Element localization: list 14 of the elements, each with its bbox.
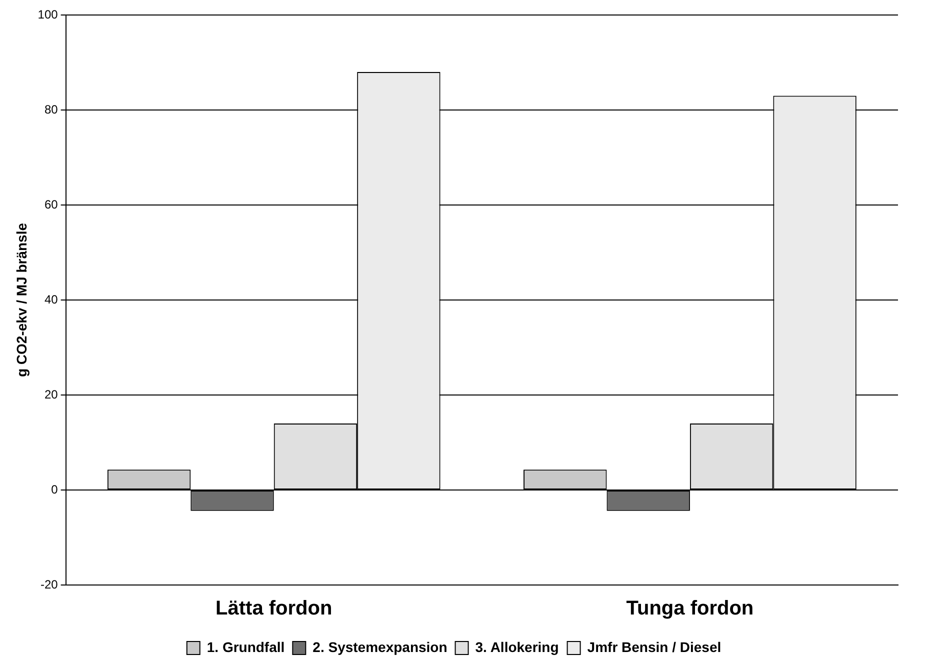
y-tick-label: 20 (44, 387, 58, 402)
y-tick-label: 40 (44, 292, 58, 306)
y-tick-label: 80 (44, 102, 58, 116)
y-tick-label: -20 (40, 577, 58, 592)
y-tick-label: 100 (38, 7, 58, 22)
y-tick-label: 60 (44, 197, 58, 212)
x-tick-label: Lätta fordon (216, 598, 332, 620)
x-tick-label: Tunga fordon (626, 598, 754, 620)
legend-label: 1. Grundfall (206, 638, 285, 655)
legend-label: 3. Allokering (475, 638, 559, 655)
legend-label: 2. Systemexpansion (312, 638, 448, 655)
y-axis-title: g CO2-ekv / MJ bränsle (13, 222, 30, 378)
y-tick-label: 0 (51, 482, 58, 496)
legend-label: Jmfr Bensin / Diesel (587, 638, 722, 655)
